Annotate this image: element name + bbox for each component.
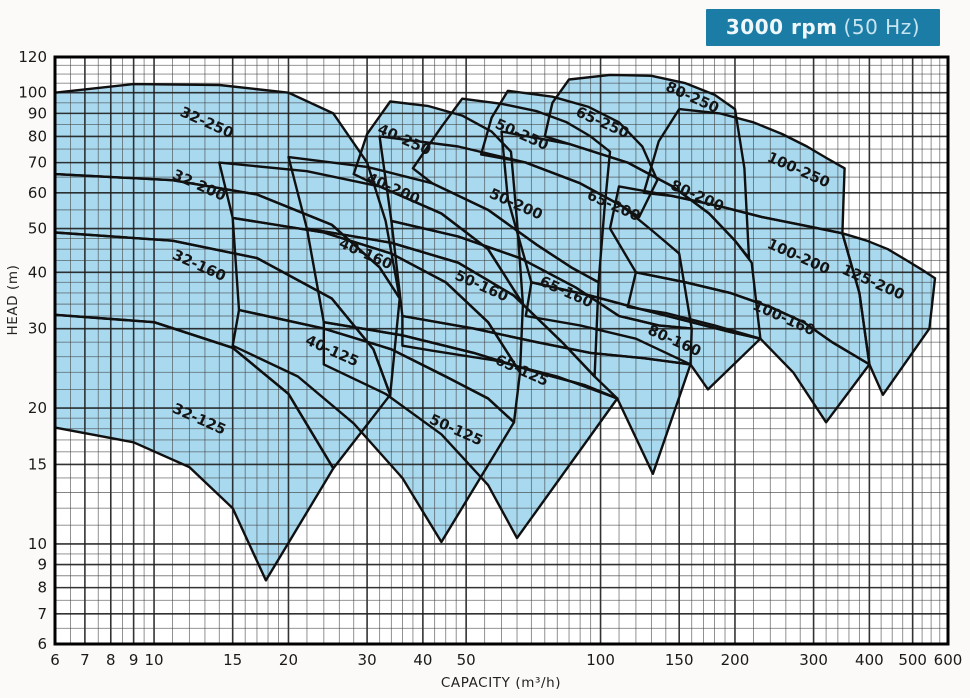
x-tick-label-500: 500	[898, 651, 927, 669]
y-tick-label-8: 8	[37, 579, 47, 597]
x-tick-label-10: 10	[145, 651, 164, 669]
x-tick-label-6: 6	[50, 651, 60, 669]
y-tick-label-100: 100	[18, 84, 47, 102]
y-tick-label-40: 40	[28, 263, 47, 281]
x-tick-label-50: 50	[457, 651, 476, 669]
region-outline-125-200	[841, 232, 937, 396]
y-tick-label-70: 70	[28, 154, 47, 172]
y-tick-label-30: 30	[28, 320, 47, 338]
y-axis-title: HEAD (m)	[5, 264, 21, 335]
y-tick-label-60: 60	[28, 184, 47, 202]
region-outline-65-250	[479, 89, 659, 219]
x-axis-title: CAPACITY (m³/h)	[441, 675, 561, 691]
y-tick-label-80: 80	[28, 127, 47, 145]
x-tick-label-40: 40	[413, 651, 432, 669]
region-outline-32-250	[53, 82, 401, 300]
y-tick-label-10: 10	[28, 535, 47, 553]
region-fill-40-200	[219, 162, 523, 373]
region-fill-40-125	[232, 310, 514, 542]
region-fill-50-200	[288, 157, 599, 377]
x-tick-label-15: 15	[223, 651, 242, 669]
x-tick-label-400: 400	[855, 651, 884, 669]
y-tick-label-7: 7	[37, 605, 47, 623]
y-tick-label-50: 50	[28, 220, 47, 238]
y-tick-label-90: 90	[28, 104, 47, 122]
speed-badge-hz: (50 Hz)	[843, 15, 920, 39]
y-tick-label-15: 15	[28, 455, 47, 473]
region-fill-100-200	[610, 186, 870, 365]
x-tick-label-30: 30	[358, 651, 377, 669]
x-tick-label-8: 8	[106, 651, 116, 669]
plot-border	[53, 55, 950, 646]
x-tick-label-600: 600	[934, 651, 963, 669]
x-tick-label-300: 300	[799, 651, 828, 669]
region-outline-80-250	[543, 73, 751, 260]
y-tick-label-9: 9	[37, 556, 47, 574]
speed-badge: 3000 rpm (50 Hz)	[705, 9, 940, 46]
x-tick-label-9: 9	[129, 651, 139, 669]
region-outline-100-250	[642, 107, 846, 235]
region-outline-50-250	[411, 97, 612, 284]
x-tick-label-20: 20	[279, 651, 298, 669]
y-tick-label-120: 120	[18, 48, 47, 66]
x-tick-label-150: 150	[665, 651, 694, 669]
x-tick-label-100: 100	[586, 651, 615, 669]
region-fill-50-125	[323, 322, 618, 539]
region-fill-32-125	[55, 314, 334, 581]
x-tick-label-200: 200	[721, 651, 750, 669]
region-fill-65-125	[402, 316, 691, 474]
x-tick-label-7: 7	[80, 651, 90, 669]
region-fill-80-160	[525, 282, 761, 390]
region-fill-32-250	[55, 84, 400, 299]
speed-badge-rpm: 3000 rpm	[725, 15, 838, 39]
y-tick-label-6: 6	[37, 635, 47, 653]
y-tick-label-20: 20	[28, 399, 47, 417]
